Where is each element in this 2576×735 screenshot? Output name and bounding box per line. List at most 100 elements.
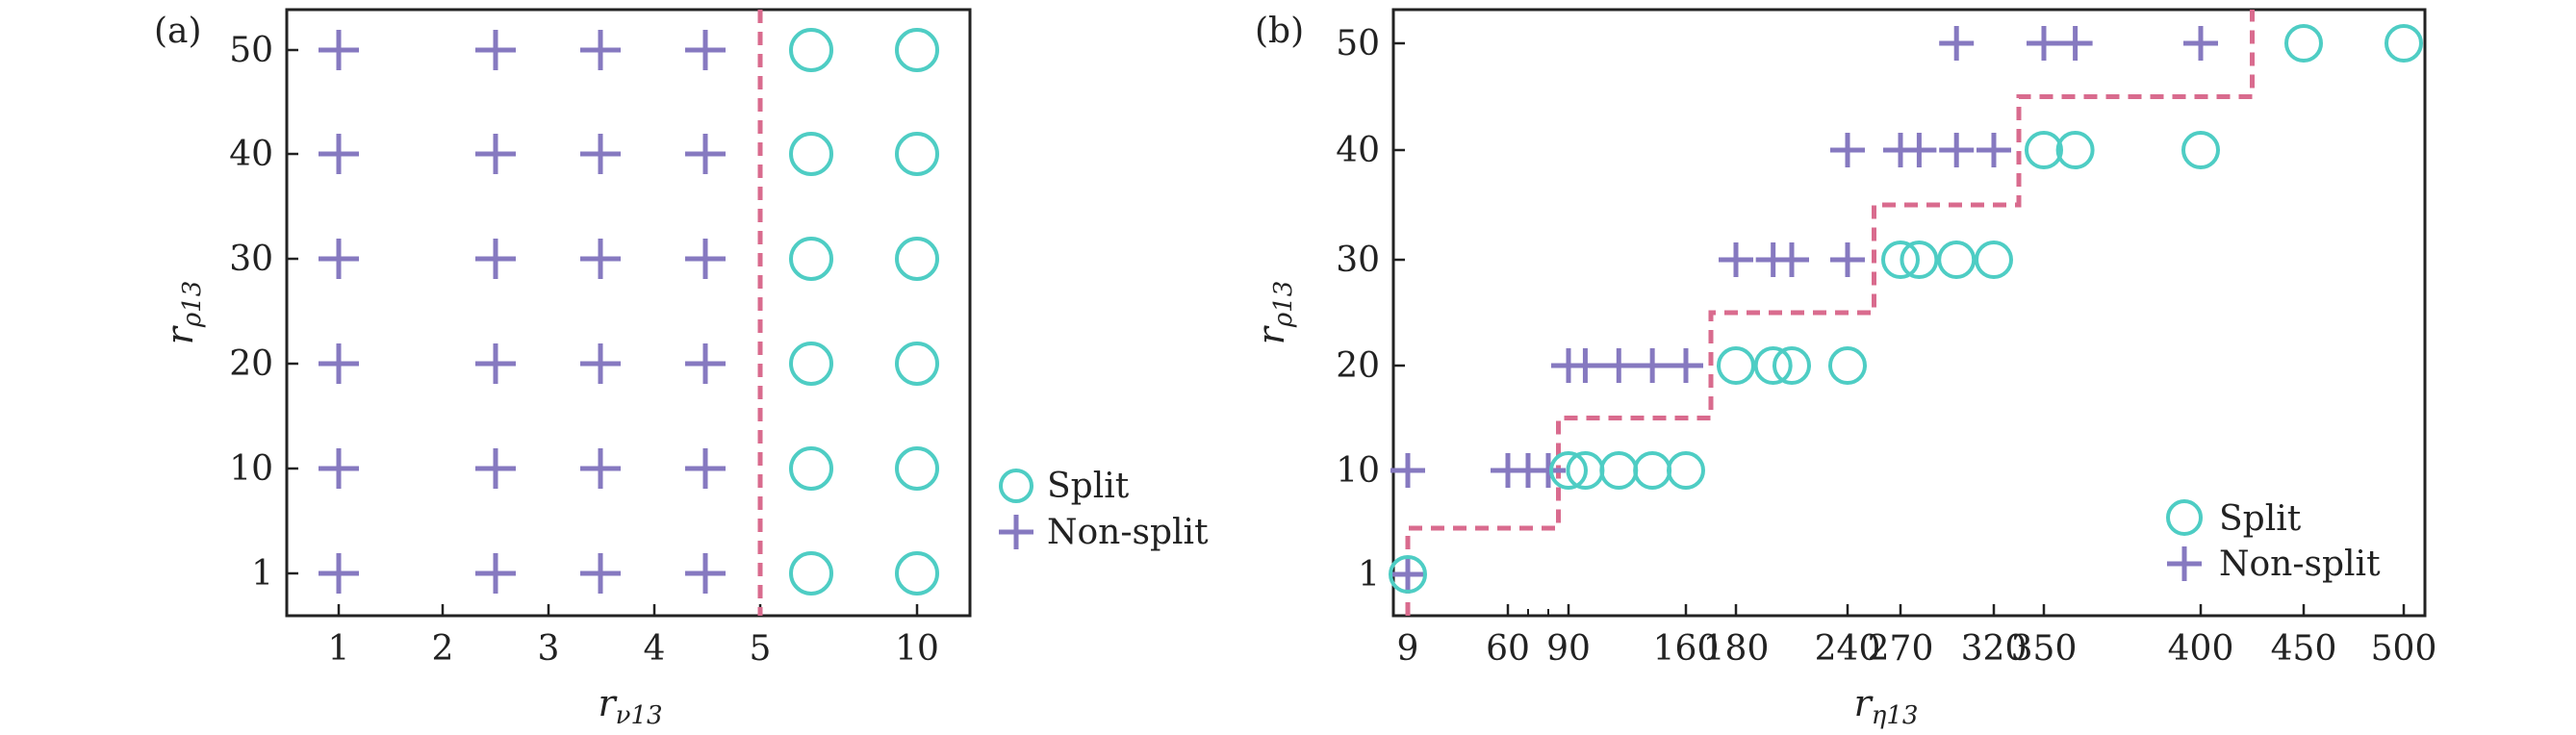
panel-label-b: (b) — [1255, 12, 1304, 51]
non-split-marker — [580, 343, 621, 384]
non-split-marker — [1774, 242, 1809, 277]
non-split-marker — [1939, 26, 1975, 61]
non-split-marker — [1669, 348, 1703, 383]
y-axis-label-a-sub: ρ13 — [178, 281, 207, 328]
panel-label-a: (a) — [154, 12, 202, 51]
split-marker — [1549, 451, 1588, 490]
non-split-marker — [685, 448, 726, 489]
plot-frame-b — [1391, 8, 2427, 618]
split-marker — [2055, 131, 2095, 169]
non-split-marker — [319, 343, 359, 384]
non-split-marker — [1830, 133, 1865, 167]
x-tick-label-b: 350 — [2011, 629, 2078, 669]
split-marker — [1900, 241, 1939, 279]
split-marker — [1828, 346, 1867, 385]
legend-panel-a: Split Non-split — [999, 467, 1209, 552]
y-axis-label-a: rρ13 — [159, 281, 207, 345]
y-axis-label-b-sub: ρ13 — [1269, 281, 1298, 328]
x-axis-label-a: rν13 — [598, 682, 662, 730]
non-split-marker — [580, 30, 621, 70]
x-tick-label-b: 90 — [1546, 629, 1591, 669]
x-tick-label-b: 180 — [1703, 629, 1770, 669]
x-tick-label-a: 10 — [895, 629, 939, 669]
split-marker — [1599, 451, 1639, 490]
non-split-marker — [2183, 26, 2218, 61]
split-marker — [1881, 241, 1920, 279]
legend-non-split-marker — [999, 515, 1033, 549]
x-axis-label-a-sub: ν13 — [616, 701, 663, 730]
split-marker — [1937, 241, 1977, 279]
y-tick-label-b: 1 — [1358, 555, 1380, 595]
split-marker — [895, 28, 939, 72]
split-marker — [895, 132, 939, 176]
y-tick-label-b: 30 — [1336, 241, 1380, 280]
x-tick-label-b: 9 — [1397, 629, 1419, 669]
non-split-marker — [685, 30, 726, 70]
split-marker — [1389, 555, 1427, 594]
non-split-marker — [685, 343, 726, 384]
split-marker — [2284, 24, 2323, 63]
x-tick-label-b: 270 — [1868, 629, 1934, 669]
split-marker — [2025, 131, 2063, 169]
split-marker — [895, 237, 939, 281]
non-split-marker — [1601, 348, 1637, 383]
y-tick-label-a: 30 — [229, 240, 273, 279]
y-tick-label-b: 50 — [1336, 24, 1380, 63]
split-marker — [1753, 346, 1793, 385]
non-split-marker — [475, 239, 516, 279]
x-tick-label-a: 5 — [750, 629, 772, 669]
y-tick-label-a: 1 — [251, 554, 273, 594]
non-split-marker — [1390, 557, 1425, 592]
non-split-marker — [319, 239, 359, 279]
non-split-marker — [475, 448, 516, 489]
y-tick-label-b: 40 — [1336, 131, 1380, 170]
x-tick-label-b: 450 — [2271, 629, 2337, 669]
non-split-marker — [1901, 133, 1937, 167]
non-split-marker — [580, 553, 621, 594]
split-marker — [1633, 451, 1672, 490]
split-marker — [895, 551, 939, 596]
non-split-marker — [1568, 348, 1603, 383]
x-axis-label-b-main: r — [1854, 682, 1875, 724]
y-tick-label-a: 10 — [229, 449, 273, 489]
x-tick-label-b: 60 — [1486, 629, 1530, 669]
split-marker — [895, 342, 939, 386]
non-split-marker — [2057, 26, 2093, 61]
non-split-marker — [1830, 242, 1865, 277]
split-marker — [789, 551, 833, 596]
non-split-marker — [319, 134, 359, 174]
non-split-marker — [685, 134, 726, 174]
x-tick-label-b: 400 — [2168, 629, 2234, 669]
x-axis-label-a-main: r — [598, 682, 618, 724]
non-split-marker — [1531, 453, 1566, 488]
x-tick-label-b: 160 — [1653, 629, 1720, 669]
legend-split-marker — [999, 469, 1033, 503]
non-split-marker — [319, 448, 359, 489]
split-marker — [1667, 451, 1705, 490]
non-split-marker — [1390, 453, 1425, 488]
plot-frame-a — [285, 8, 972, 618]
non-split-marker — [1719, 242, 1753, 277]
y-axis-label-b: rρ13 — [1250, 281, 1298, 345]
y-tick-label-a: 50 — [229, 31, 273, 70]
non-split-marker — [580, 448, 621, 489]
non-split-marker — [1977, 133, 2011, 167]
legend-non-split-label: Non-split — [1047, 513, 1209, 552]
non-split-marker — [2027, 26, 2061, 61]
non-split-marker — [1635, 348, 1671, 383]
legend-non-split-label: Non-split — [2219, 545, 2381, 584]
y-axis-label-b-main: r — [1250, 324, 1292, 344]
legend-split-label: Split — [1047, 467, 1130, 506]
y-tick-label-a: 20 — [229, 344, 273, 384]
split-marker — [1975, 241, 2013, 279]
y-tick-label-a: 40 — [229, 135, 273, 174]
split-marker — [789, 132, 833, 176]
non-split-marker — [580, 134, 621, 174]
y-tick-label-b: 20 — [1336, 346, 1380, 386]
non-split-marker — [685, 553, 726, 594]
legend-split-marker — [2166, 499, 2203, 536]
legend-non-split-marker — [2167, 546, 2202, 581]
split-marker — [1717, 346, 1755, 385]
